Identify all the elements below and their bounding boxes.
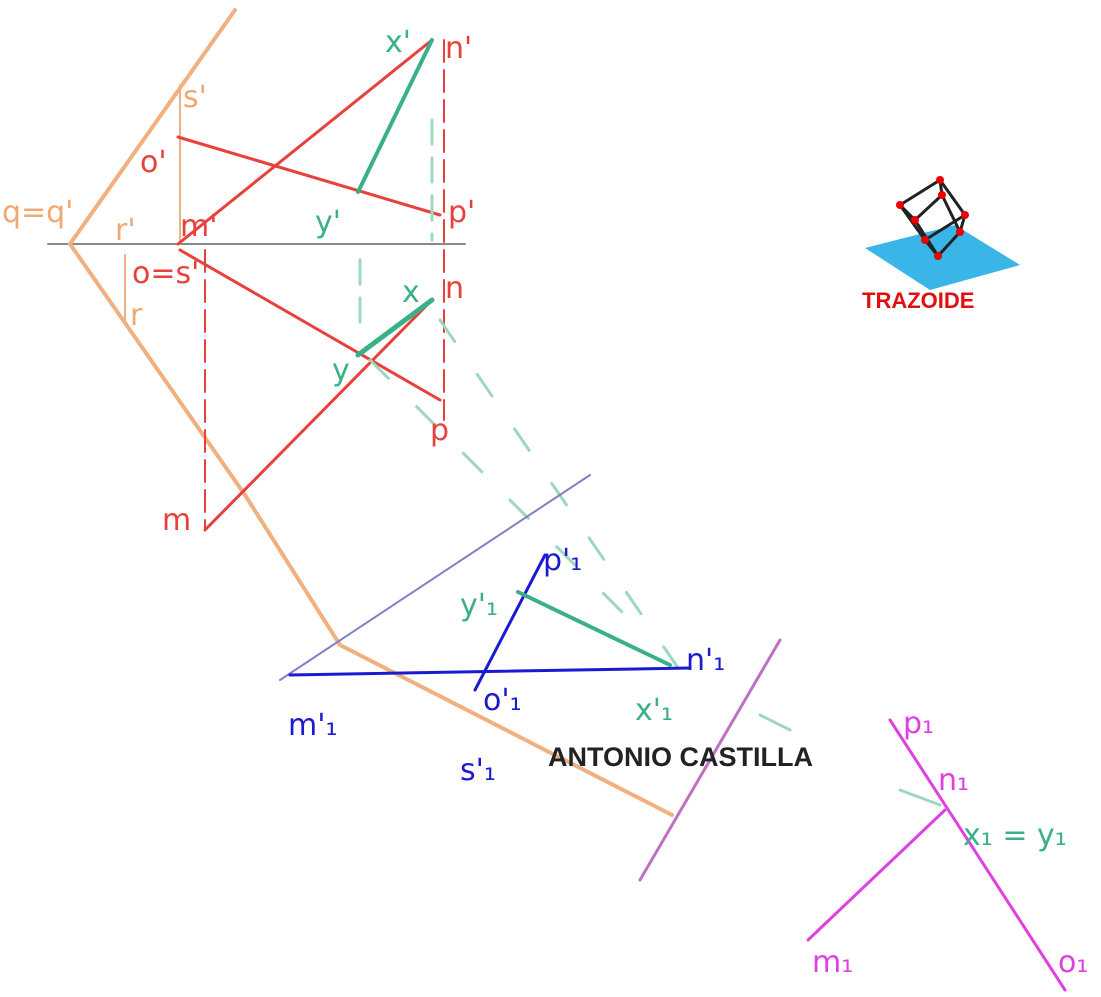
label: m'₁: [288, 708, 338, 743]
label: x: [402, 275, 420, 310]
label: y': [315, 205, 341, 240]
label: x'₁: [635, 693, 673, 728]
construction-lines: [48, 10, 1065, 990]
label: n': [445, 31, 472, 66]
label: r: [130, 298, 143, 333]
label: m: [162, 503, 191, 538]
logo-text: TRAZOIDE: [862, 288, 974, 313]
label: s': [183, 80, 207, 115]
logo-icon: [865, 176, 1020, 290]
label: p: [430, 413, 449, 448]
label: o'₁: [483, 683, 522, 718]
label: p'₁: [543, 543, 582, 578]
label: r': [115, 213, 136, 248]
label: n₁: [938, 763, 969, 798]
label: p': [448, 195, 475, 230]
label: o₁: [1058, 945, 1088, 980]
label: x₁ = y₁: [963, 818, 1067, 853]
author: ANTONIO CASTILLA: [548, 742, 813, 772]
label: o=s': [132, 256, 199, 291]
diagram: x' n' s' o' q=q' r' m' p' y' o=s' x n r …: [0, 0, 1101, 997]
label: y: [332, 353, 350, 388]
label: o': [140, 145, 167, 180]
label: p₁: [903, 706, 934, 741]
label: m': [180, 209, 217, 244]
label: q=q': [2, 195, 73, 230]
label: n'₁: [686, 643, 725, 678]
label: n: [445, 271, 464, 306]
label: m₁: [812, 945, 853, 980]
label: s'₁: [460, 753, 496, 788]
label: x': [385, 25, 411, 60]
label: y'₁: [460, 588, 498, 623]
